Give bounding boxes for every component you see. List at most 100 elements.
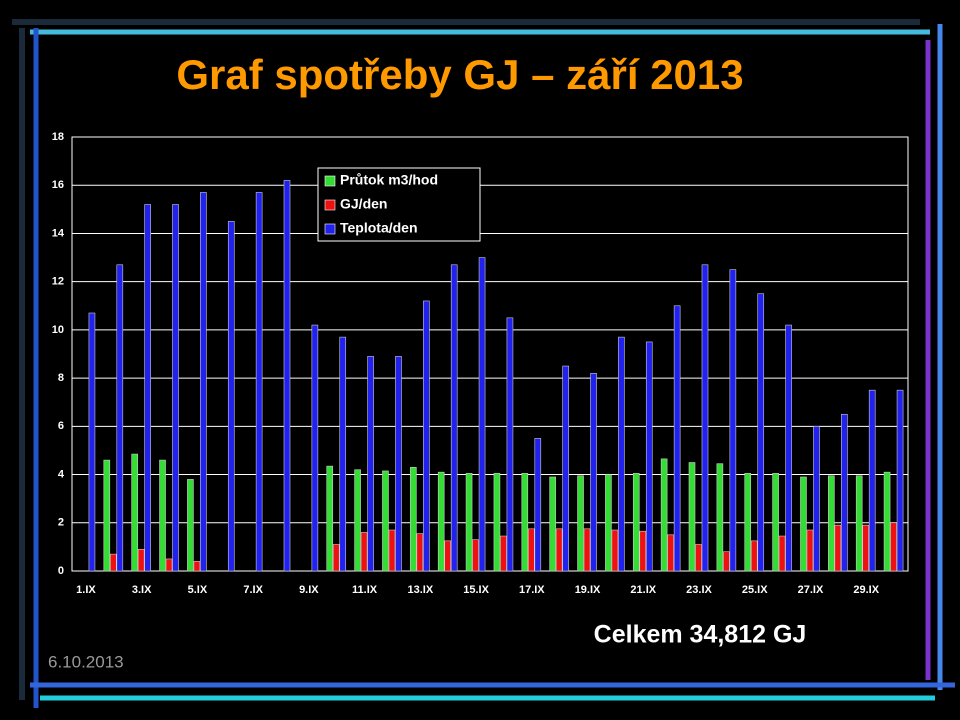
- bar: [423, 300, 430, 572]
- bar: [172, 204, 179, 572]
- bar: [555, 528, 563, 572]
- bar: [800, 476, 807, 572]
- x-tick-label: 3.IX: [132, 584, 152, 596]
- bar: [729, 269, 737, 572]
- bar: [410, 467, 417, 572]
- bar: [311, 324, 319, 572]
- y-tick-label: 14: [52, 227, 65, 239]
- plot-area: [71, 136, 909, 572]
- bar: [577, 475, 584, 572]
- x-tick-label: 27.IX: [798, 584, 824, 596]
- y-tick-label: 6: [58, 420, 64, 432]
- bar: [165, 558, 173, 572]
- bar: [896, 389, 904, 572]
- bar: [549, 476, 556, 572]
- bar: [701, 264, 709, 572]
- bar: [618, 336, 625, 572]
- bar: [562, 365, 569, 572]
- bar: [437, 471, 445, 572]
- bar: [639, 530, 647, 572]
- bar: [103, 459, 111, 572]
- bar: [605, 474, 612, 572]
- x-tick-label: 15.IX: [463, 584, 489, 596]
- bar: [388, 529, 396, 572]
- bar: [695, 544, 702, 572]
- bar: [450, 264, 458, 572]
- slide-date: 6.10.2013: [48, 652, 124, 671]
- bar: [890, 522, 897, 572]
- y-tick-label: 12: [52, 276, 64, 288]
- y-tick-label: 0: [58, 565, 64, 577]
- y-tick-label: 18: [52, 131, 64, 143]
- bar: [255, 192, 263, 572]
- bar: [645, 341, 653, 572]
- bar: [283, 180, 291, 572]
- x-tick-label: 29.IX: [853, 584, 879, 596]
- bar: [590, 372, 597, 572]
- legend-label: Průtok m3/hod: [340, 172, 438, 188]
- bar: [193, 561, 201, 572]
- bar: [137, 548, 145, 572]
- bar: [478, 257, 486, 572]
- bar: [416, 533, 424, 572]
- legend-label: Teplota/den: [340, 220, 418, 236]
- bar: [339, 336, 347, 572]
- legend-swatch: [324, 223, 336, 235]
- bar: [131, 453, 138, 572]
- bar: [750, 540, 758, 572]
- bar: [332, 544, 340, 572]
- bar: [367, 356, 374, 572]
- x-tick-label: 7.IX: [243, 584, 263, 596]
- bar: [360, 532, 368, 572]
- bar: [611, 529, 619, 572]
- y-tick-label: 8: [58, 372, 64, 384]
- x-tick-label: 1.IX: [76, 584, 96, 596]
- bar: [506, 317, 514, 572]
- bar: [834, 524, 842, 572]
- x-tick-label: 23.IX: [686, 584, 712, 596]
- bar: [326, 465, 334, 572]
- x-tick-label: 5.IX: [188, 584, 208, 596]
- x-tick-label: 13.IX: [407, 584, 433, 596]
- bar: [116, 264, 124, 572]
- total-annotation: Celkem 34,812 GJ: [594, 621, 807, 649]
- bar: [723, 551, 730, 572]
- bar: [583, 528, 591, 572]
- bar: [868, 389, 876, 572]
- bar: [444, 540, 452, 572]
- legend-swatch: [324, 175, 336, 187]
- bar: [688, 462, 696, 572]
- bar: [772, 473, 779, 572]
- bar: [88, 312, 96, 572]
- bar: [757, 293, 765, 572]
- bar: [778, 535, 786, 572]
- bar: [785, 324, 792, 572]
- legend-swatch: [324, 199, 336, 211]
- legend-label: GJ/den: [340, 196, 387, 212]
- bar: [862, 524, 870, 572]
- bar: [841, 413, 848, 572]
- y-tick-label: 4: [58, 468, 65, 480]
- bar: [527, 528, 535, 572]
- bar: [395, 356, 402, 572]
- bar: [354, 469, 361, 572]
- bar: [500, 535, 507, 572]
- bar: [382, 470, 389, 572]
- y-tick-label: 2: [58, 517, 64, 529]
- bar: [521, 473, 529, 572]
- legend-box: [317, 167, 481, 242]
- bar: [200, 192, 207, 572]
- y-tick-label: 16: [52, 179, 64, 191]
- bar: [716, 463, 724, 572]
- bar: [187, 479, 194, 572]
- x-tick-label: 21.IX: [630, 584, 656, 596]
- bar: [493, 473, 501, 572]
- x-tick-label: 11.IX: [352, 584, 378, 596]
- bar: [806, 529, 814, 572]
- bar: [227, 221, 235, 572]
- bar: [144, 204, 151, 572]
- x-tick-label: 9.IX: [299, 584, 319, 596]
- bar: [673, 305, 681, 572]
- bar: [855, 475, 863, 572]
- bar: [159, 459, 166, 572]
